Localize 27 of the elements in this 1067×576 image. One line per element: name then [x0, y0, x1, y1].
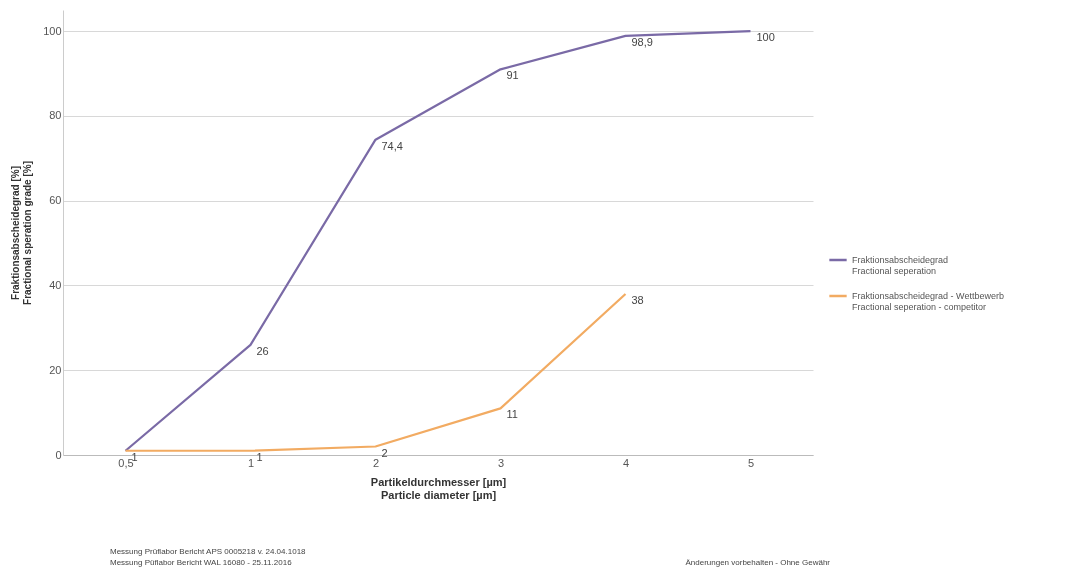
- x-tick-label: 3: [497, 456, 505, 469]
- data-label: 2: [381, 446, 388, 459]
- y-tick-label: 0: [55, 448, 62, 461]
- data-label: 100: [756, 31, 775, 44]
- text: Messung Püflabor Bericht WAL 16080 - 25.11.2016: [110, 558, 292, 567]
- legend-label: Fraktionsabscheidegrad Fractional seperation: [852, 255, 949, 276]
- x-axis-title: Partikeldurchmesser [µm] Particle diameter [µm]: [370, 475, 507, 501]
- text: Änderungen vorbehalten - Ohne Gewähr: [685, 557, 830, 568]
- y-tick-label: 40: [49, 278, 62, 291]
- y-tick-label: 100: [43, 24, 62, 37]
- data-label: 74,4: [381, 139, 403, 152]
- y-tick-label: 60: [49, 194, 62, 207]
- x-tick-label: 0,5: [118, 456, 134, 469]
- data-label: 11: [506, 408, 518, 421]
- x-tick-label: 5: [747, 456, 755, 469]
- x-tick-label: 4: [622, 456, 630, 469]
- data-label: 91: [506, 69, 519, 82]
- text: Messung Prüflabor Bericht APS 0005218 v. 24.04.1018: [110, 546, 307, 557]
- x-tick-label: 1: [247, 456, 255, 469]
- y-tick-label: 80: [49, 109, 62, 122]
- legend-label: Fraktionsabscheidegrad - Wettbewerb Fractional seperation - competitor: [852, 291, 1004, 312]
- y-axis-title: Fraktionsabscheidegrad [%] Fractional speration grade [%]: [10, 161, 34, 305]
- y-tick-label: 20: [49, 363, 62, 376]
- data-label: 98,9: [631, 35, 653, 48]
- x-tick-label: 2: [372, 456, 380, 469]
- data-label: 38: [631, 293, 644, 306]
- data-label: 26: [256, 344, 269, 357]
